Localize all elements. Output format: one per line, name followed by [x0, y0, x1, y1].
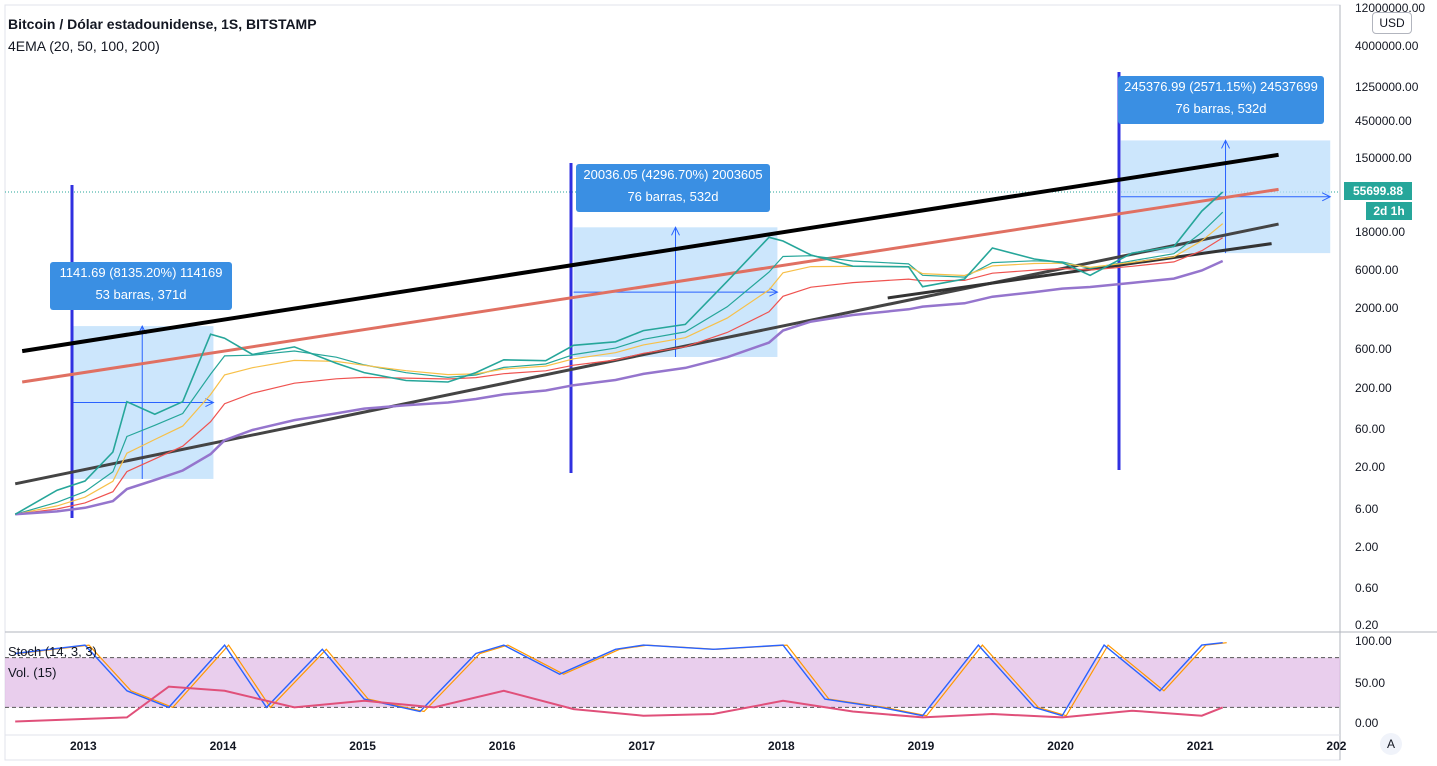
stoch-band: [5, 657, 1340, 708]
measure-2-line1: 20036.05 (4296.70%) 2003605: [583, 167, 763, 182]
y-tick-label: 6000.00: [1355, 263, 1399, 277]
osc-y-tick-label: 0.00: [1355, 716, 1379, 730]
stoch-label: Stoch (14, 3, 3): [8, 644, 97, 659]
x-tick-label: 2020: [1047, 739, 1074, 753]
measure-2-line2: 76 barras, 532d: [627, 189, 719, 204]
x-tick-label: 202: [1326, 739, 1346, 753]
x-tick-label: 2019: [908, 739, 935, 753]
timeframe-tag: 2d 1h: [1366, 202, 1412, 220]
ema-line-4: [15, 259, 1224, 516]
y-tick-label: 450000.00: [1355, 114, 1412, 128]
x-tick-label: 2015: [349, 739, 376, 753]
x-tick-label: 2013: [70, 739, 97, 753]
y-tick-label: 60.00: [1355, 422, 1385, 436]
measure-1-line2: 53 barras, 371d: [95, 287, 187, 302]
measure-label-3[interactable]: 245376.99 (2571.15%) 24537699 76 barras,…: [1118, 76, 1324, 124]
y-tick-label: 200.00: [1355, 381, 1392, 395]
ema-line-3: [15, 237, 1224, 515]
y-tick-label: 0.20: [1355, 618, 1379, 632]
measure-arrowhead-up-3: [1221, 139, 1230, 149]
price-series: [14, 191, 1224, 515]
indicator-label: 4EMA (20, 50, 100, 200): [8, 38, 160, 54]
volume-ma-line: [15, 685, 1224, 723]
volume-label: Vol. (15): [8, 665, 57, 680]
measure-arrowhead-up-2: [671, 226, 680, 236]
y-tick-label: 2.00: [1355, 540, 1379, 554]
measure-3-line2: 76 barras, 532d: [1175, 101, 1267, 116]
y-tick-label: 150000.00: [1355, 151, 1412, 165]
currency-button[interactable]: USD: [1372, 12, 1412, 34]
auto-scale-button[interactable]: A: [1380, 733, 1402, 755]
y-tick-label: 12000000.00: [1355, 1, 1425, 15]
chart-title: Bitcoin / Dólar estadounidense, 1S, BITS…: [8, 16, 317, 32]
last-price-tag: 55699.88: [1344, 182, 1412, 200]
stoch-k-line: [15, 642, 1223, 717]
x-tick-label: 2016: [489, 739, 516, 753]
measure-arrowhead-right-1: [205, 398, 215, 407]
measure-arrowhead-right-3: [1322, 192, 1332, 202]
y-tick-label: 0.60: [1355, 581, 1379, 595]
y-tick-label: 4000000.00: [1355, 39, 1419, 53]
y-tick-label: 18000.00: [1355, 225, 1405, 239]
measure-3-line1: 245376.99 (2571.15%) 24537699: [1124, 79, 1318, 94]
y-tick-label: 600.00: [1355, 342, 1392, 356]
measure-1-line1: 1141.69 (8135.20%) 114169: [59, 265, 223, 280]
channel-line-2: [21, 187, 1279, 384]
measure-arrowhead-right-2: [769, 287, 779, 297]
x-tick-label: 2014: [210, 739, 237, 753]
y-tick-label: 1250000.00: [1355, 80, 1419, 94]
measure-label-1[interactable]: 1141.69 (8135.20%) 114169 53 barras, 371…: [50, 262, 232, 310]
y-tick-label: 2000.00: [1355, 301, 1399, 315]
channel-line-1: [21, 152, 1279, 354]
ema-line-2: [15, 223, 1224, 515]
osc-y-tick-label: 50.00: [1355, 676, 1385, 690]
y-tick-label: 20.00: [1355, 460, 1385, 474]
measure-label-2[interactable]: 20036.05 (4296.70%) 2003605 76 barras, 5…: [576, 164, 770, 212]
x-tick-label: 2017: [628, 739, 655, 753]
osc-y-tick-label: 100.00: [1355, 634, 1392, 648]
y-tick-label: 6.00: [1355, 502, 1379, 516]
ema-line-1: [15, 211, 1224, 515]
x-tick-label: 2018: [768, 739, 795, 753]
x-tick-label: 2021: [1187, 739, 1214, 753]
